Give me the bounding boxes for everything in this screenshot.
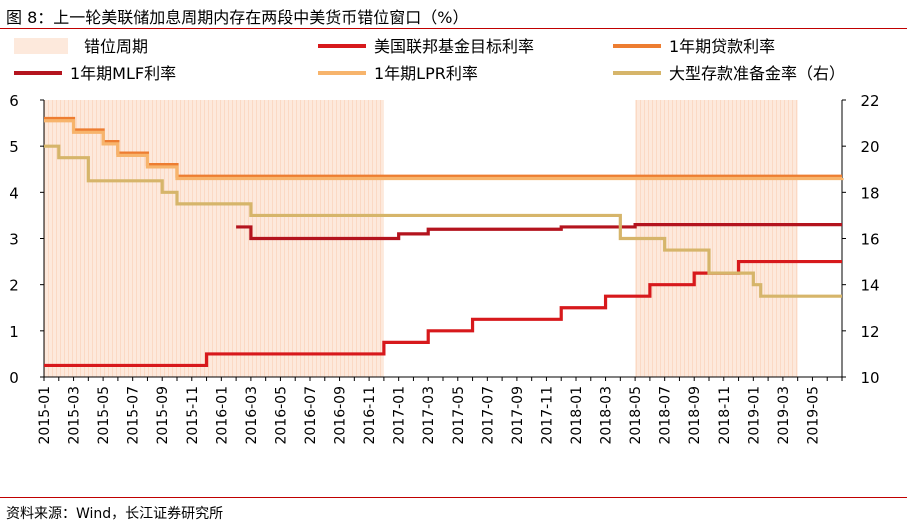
legend-label-2: 美国联邦基金目标利率 xyxy=(374,37,534,56)
legend-label-4: 1年期MLF利率 xyxy=(70,64,176,83)
right-tick-label: 18 xyxy=(860,184,879,202)
x-tick-label: 2019-01 xyxy=(746,386,762,445)
x-tick-label: 2019-05 xyxy=(805,386,821,445)
x-tick-label: 2017-01 xyxy=(392,386,408,445)
left-tick-label: 4 xyxy=(9,184,19,202)
title-rule xyxy=(0,28,907,29)
left-tick-label: 5 xyxy=(9,138,19,156)
x-tick-label: 2016-11 xyxy=(362,386,378,445)
legend-label-6: 大型存款准备金率（右） xyxy=(669,64,845,83)
x-tick-label: 2016-05 xyxy=(273,386,289,445)
x-tick-label: 2018-07 xyxy=(658,386,674,445)
x-tick-label: 2018-01 xyxy=(569,386,585,445)
x-tick-label: 2015-03 xyxy=(67,386,83,445)
x-tick-label: 2015-09 xyxy=(155,386,171,445)
series-line-4 xyxy=(44,119,844,181)
x-tick-label: 2017-07 xyxy=(480,386,496,445)
x-tick-label: 2015-11 xyxy=(185,386,201,445)
legend-label-3: 1年期贷款利率 xyxy=(669,37,775,56)
x-tick-label: 2017-09 xyxy=(510,386,526,445)
x-tick-label: 2017-11 xyxy=(539,386,555,445)
shaded-windows xyxy=(44,100,798,377)
x-tick-label: 2016-07 xyxy=(303,386,319,445)
x-tick-label: 2016-09 xyxy=(333,386,349,445)
series-line-5 xyxy=(44,144,842,298)
right-tick-label: 22 xyxy=(860,92,879,110)
x-tick-label: 2018-11 xyxy=(717,386,733,445)
x-tick-label: 2018-05 xyxy=(628,386,644,445)
legend-label-5: 1年期LPR利率 xyxy=(374,64,478,83)
x-tick-label: 2016-03 xyxy=(244,386,260,445)
x-tick-label: 2019-03 xyxy=(776,386,792,445)
right-tick-label: 12 xyxy=(860,323,879,341)
source-note: 资料来源：Wind，长江证券研究所 xyxy=(6,506,224,522)
x-tick-label: 2015-05 xyxy=(96,386,112,445)
x-tick-label: 2018-03 xyxy=(599,386,615,445)
x-tick-label: 2016-01 xyxy=(214,386,230,445)
series-line-1 xyxy=(44,259,842,368)
right-tick-label: 10 xyxy=(860,369,879,387)
right-tick-label: 16 xyxy=(860,231,879,249)
x-tick-label: 2015-01 xyxy=(37,386,53,445)
legend-swatch-1 xyxy=(14,38,68,54)
left-tick-label: 6 xyxy=(9,92,19,110)
x-tick-label: 2017-03 xyxy=(421,386,437,445)
x-tick-label: 2018-09 xyxy=(687,386,703,445)
x-tick-label: 2015-07 xyxy=(126,386,142,445)
figure-title: 图 8：上一轮美联储加息周期内存在两段中美货币错位窗口（%） xyxy=(6,8,469,27)
series-lines xyxy=(44,116,844,368)
series-line-3 xyxy=(236,223,842,241)
source-rule xyxy=(0,497,907,498)
left-tick-label: 2 xyxy=(9,277,19,295)
left-tick-label: 0 xyxy=(9,369,19,387)
x-tick-label: 2017-05 xyxy=(451,386,467,445)
left-tick-label: 1 xyxy=(9,323,19,341)
legend-label-1: 错位周期 xyxy=(84,37,148,56)
right-tick-label: 14 xyxy=(860,277,879,295)
legend: 错位周期 美国联邦基金目标利率 1年期贷款利率 1年期MLF利率 1年期LPR利率 大型存… xyxy=(14,37,845,83)
left-tick-label: 3 xyxy=(9,231,19,249)
right-tick-label: 20 xyxy=(860,138,879,156)
